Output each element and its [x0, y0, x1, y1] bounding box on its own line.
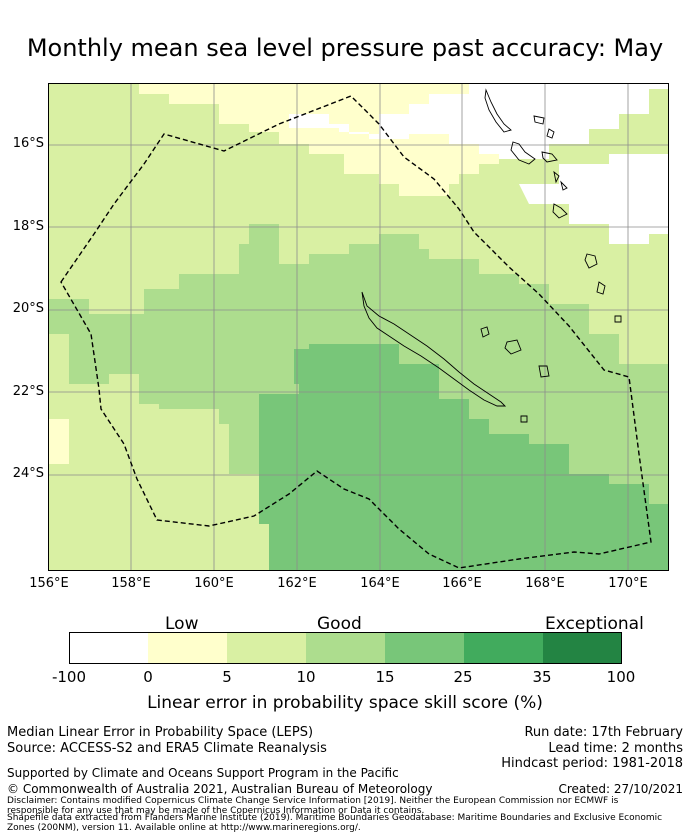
eez-boundary: [60, 95, 652, 569]
colorbar-tick-5: 25: [453, 668, 473, 686]
colorbar-tick-3: 10: [296, 668, 316, 686]
colorbar-tick-6: 35: [532, 668, 552, 686]
lon-label-162e: 162°E: [277, 576, 317, 591]
category-exceptional: Exceptional: [545, 614, 644, 634]
lon-label-170e: 170°E: [608, 576, 648, 591]
lon-label-160e: 160°E: [194, 576, 234, 591]
category-low: Low: [165, 614, 199, 634]
footer-hindcast: Hindcast period: 1981-2018: [501, 756, 683, 771]
disclaimer-line-3: Shapefile data extracted from Flanders M…: [7, 813, 663, 823]
disclaimer-line-4: Zones (200NM), version 11. Available onl…: [7, 823, 361, 833]
footer-source: Source: ACCESS-S2 and ERA5 Climate Reana…: [7, 741, 327, 756]
colorbar-tick-0: -100: [51, 668, 87, 686]
loyalty-islands-outline: [480, 326, 550, 378]
disclaimer-line-1: Disclaimer: Contains modified Copernicus…: [7, 796, 619, 806]
footer-support: Supported by Climate and Oceans Support …: [7, 766, 399, 780]
lat-label-16s: 16°S: [12, 136, 44, 151]
skill-map-svg: [49, 84, 668, 570]
region-good3-patch: [294, 349, 399, 384]
colorbar-swatch-good1: [227, 632, 306, 664]
footer-leps: Median Linear Error in Probability Space…: [7, 725, 314, 740]
colorbar-swatch-white: [69, 632, 148, 664]
region-good1-lower: [49, 334, 279, 570]
lon-label-168e: 168°E: [525, 576, 565, 591]
footer-run-date: Run date: 17th February: [524, 725, 683, 740]
footer-created: Created: 27/10/2021: [558, 782, 683, 796]
map-gridlines: [49, 84, 668, 570]
colorbar-swatch-low: [148, 632, 227, 664]
vanuatu-outline: [484, 88, 622, 323]
lat-label-22s: 22°S: [12, 384, 44, 399]
region-white-right: [519, 154, 668, 244]
lon-label-166e: 166°E: [442, 576, 482, 591]
map-title: Monthly mean sea level pressure past acc…: [26, 34, 664, 62]
colorbar-swatch-good2: [306, 632, 385, 664]
lon-label-158e: 158°E: [111, 576, 151, 591]
lat-label-24s: 24°S: [12, 466, 44, 481]
lat-label-20s: 20°S: [12, 301, 44, 316]
disclaimer-line-2: responsible for any use that may be made…: [7, 806, 425, 816]
region-low-lower: [49, 419, 69, 464]
colorbar: [69, 632, 622, 664]
colorbar-tick-4: 15: [375, 668, 395, 686]
category-good: Good: [317, 614, 362, 634]
colorbar-swatch-exc1: [464, 632, 543, 664]
lon-label-164e: 164°E: [360, 576, 400, 591]
colorbar-swatch-exc2: [543, 632, 622, 664]
colorbar-swatch-good3: [385, 632, 464, 664]
lat-label-18s: 18°S: [12, 219, 44, 234]
isle-of-pines-outline: [520, 415, 528, 423]
colorbar-title: Linear error in probability space skill …: [147, 693, 543, 713]
region-white-top: [289, 84, 668, 159]
colorbar-border: [69, 632, 622, 664]
footer-lead-time: Lead time: 2 months: [548, 741, 683, 756]
footer-copyright: © Commonwealth of Australia 2021, Austra…: [7, 782, 433, 796]
lon-label-156e: 156°E: [29, 576, 69, 591]
skill-map: [48, 83, 669, 571]
new-caledonia-outline: [361, 291, 507, 407]
colorbar-tick-7: 100: [606, 668, 636, 686]
colorbar-tick-2: 5: [222, 668, 232, 686]
region-good3: [259, 344, 668, 570]
colorbar-tick-1: 0: [143, 668, 153, 686]
